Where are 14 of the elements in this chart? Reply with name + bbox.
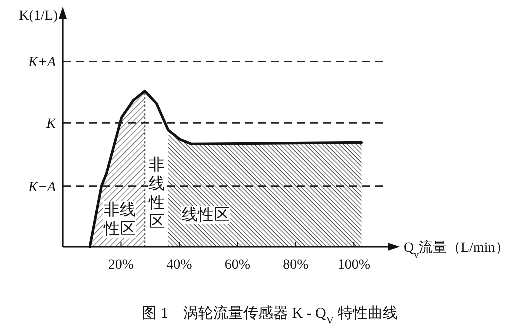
ref-line-label: K−A	[28, 180, 56, 196]
x-tick-label: 60%	[224, 258, 251, 273]
x-tick-label: 100%	[338, 258, 371, 273]
x-tick-label: 40%	[166, 258, 193, 273]
annotation: 非线性区	[103, 201, 136, 238]
y-axis-title: K(1/L)	[19, 9, 58, 24]
caption: 图 1 涡轮流量传感器 K - Q$_{V}$ 特性曲线	[142, 305, 398, 326]
annotation: 非线性区	[148, 156, 165, 231]
annotation: 线性区	[182, 206, 230, 224]
ref-line-label: K	[46, 117, 57, 132]
ref-line-label: K+A	[28, 56, 56, 71]
x-tick-label: 20%	[108, 258, 134, 273]
x-axis-title: Q$_{v}$流量（L/min）	[404, 240, 510, 260]
x-tick-label: 80%	[283, 258, 310, 273]
